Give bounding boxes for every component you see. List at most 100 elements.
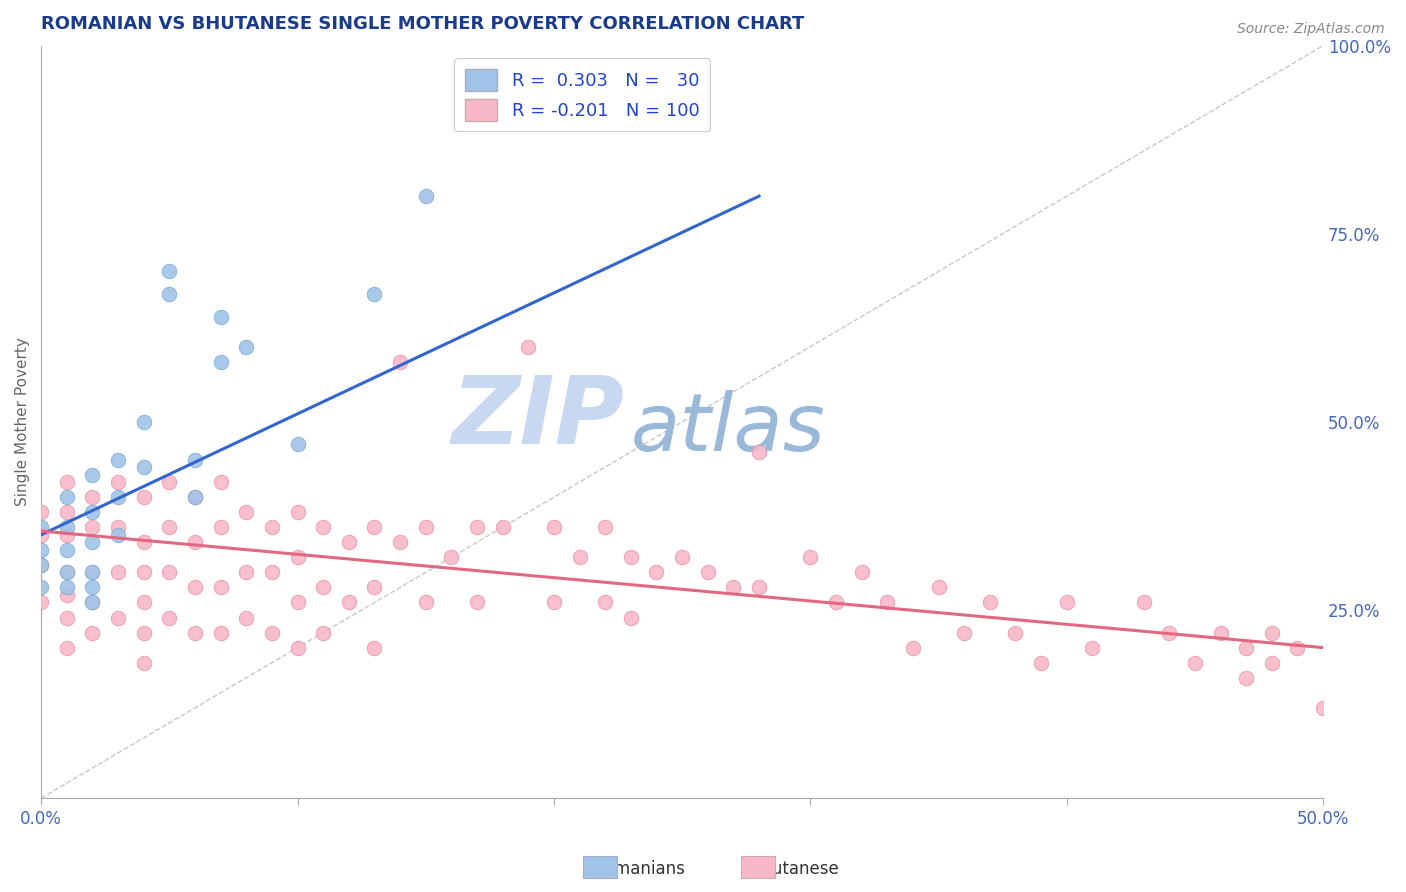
- Point: [184, 581, 207, 595]
- Point: [184, 535, 207, 549]
- Point: [389, 535, 412, 549]
- Point: [1081, 640, 1104, 655]
- Point: [82, 595, 104, 609]
- Point: [107, 528, 129, 542]
- Text: Romanians: Romanians: [593, 860, 686, 878]
- Point: [82, 581, 104, 595]
- Point: [55, 490, 77, 504]
- Point: [593, 595, 616, 609]
- Text: ZIP: ZIP: [451, 372, 624, 464]
- Point: [55, 566, 77, 580]
- Point: [55, 588, 77, 602]
- Point: [107, 566, 129, 580]
- Point: [517, 340, 540, 354]
- Point: [55, 528, 77, 542]
- Point: [55, 566, 77, 580]
- Point: [184, 490, 207, 504]
- Text: Bhutanese: Bhutanese: [749, 860, 839, 878]
- Point: [287, 550, 309, 565]
- Point: [260, 566, 283, 580]
- Text: atlas: atlas: [631, 391, 825, 468]
- Point: [235, 566, 257, 580]
- Point: [1234, 671, 1257, 685]
- Point: [209, 625, 232, 640]
- Point: [1004, 625, 1026, 640]
- Point: [979, 595, 1001, 609]
- Point: [82, 535, 104, 549]
- Point: [799, 550, 821, 565]
- Point: [107, 452, 129, 467]
- Point: [723, 581, 745, 595]
- Point: [30, 520, 52, 534]
- Point: [1159, 625, 1181, 640]
- Point: [30, 528, 52, 542]
- Point: [82, 566, 104, 580]
- Point: [82, 625, 104, 640]
- Point: [260, 520, 283, 534]
- Point: [132, 415, 155, 429]
- Point: [55, 581, 77, 595]
- Point: [312, 520, 335, 534]
- Point: [55, 542, 77, 557]
- Point: [107, 490, 129, 504]
- Point: [568, 550, 591, 565]
- Point: [30, 542, 52, 557]
- Point: [235, 340, 257, 354]
- Point: [209, 581, 232, 595]
- Point: [157, 566, 180, 580]
- Point: [543, 595, 565, 609]
- Point: [953, 625, 976, 640]
- Point: [491, 520, 513, 534]
- Point: [363, 287, 385, 301]
- Point: [209, 310, 232, 324]
- Point: [107, 520, 129, 534]
- Point: [645, 566, 668, 580]
- Point: [82, 566, 104, 580]
- Point: [30, 595, 52, 609]
- Point: [1184, 656, 1206, 670]
- Point: [184, 625, 207, 640]
- Point: [132, 535, 155, 549]
- Point: [235, 610, 257, 624]
- Point: [928, 581, 950, 595]
- Point: [1132, 595, 1154, 609]
- Point: [363, 520, 385, 534]
- Point: [287, 595, 309, 609]
- Point: [287, 640, 309, 655]
- Point: [1261, 656, 1284, 670]
- Point: [184, 452, 207, 467]
- Point: [157, 610, 180, 624]
- Point: [748, 581, 770, 595]
- Point: [30, 558, 52, 572]
- Point: [620, 550, 643, 565]
- Point: [132, 595, 155, 609]
- Y-axis label: Single Mother Poverty: Single Mother Poverty: [15, 337, 30, 507]
- Point: [30, 558, 52, 572]
- Point: [30, 581, 52, 595]
- Text: Source: ZipAtlas.com: Source: ZipAtlas.com: [1237, 22, 1385, 37]
- Point: [132, 460, 155, 475]
- Text: ROMANIAN VS BHUTANESE SINGLE MOTHER POVERTY CORRELATION CHART: ROMANIAN VS BHUTANESE SINGLE MOTHER POVE…: [41, 15, 804, 33]
- Point: [312, 625, 335, 640]
- Point: [1261, 625, 1284, 640]
- Point: [337, 535, 360, 549]
- Point: [415, 595, 437, 609]
- Point: [287, 505, 309, 519]
- Point: [620, 610, 643, 624]
- Point: [337, 595, 360, 609]
- Point: [465, 595, 488, 609]
- Point: [209, 520, 232, 534]
- Point: [82, 520, 104, 534]
- Point: [593, 520, 616, 534]
- Point: [132, 656, 155, 670]
- Point: [55, 505, 77, 519]
- Point: [876, 595, 898, 609]
- Point: [1286, 640, 1309, 655]
- Point: [415, 189, 437, 203]
- Point: [1056, 595, 1078, 609]
- Point: [55, 610, 77, 624]
- Legend: R =  0.303   N =   30, R = -0.201   N = 100: R = 0.303 N = 30, R = -0.201 N = 100: [454, 59, 710, 131]
- Point: [107, 475, 129, 489]
- Point: [82, 505, 104, 519]
- Point: [157, 287, 180, 301]
